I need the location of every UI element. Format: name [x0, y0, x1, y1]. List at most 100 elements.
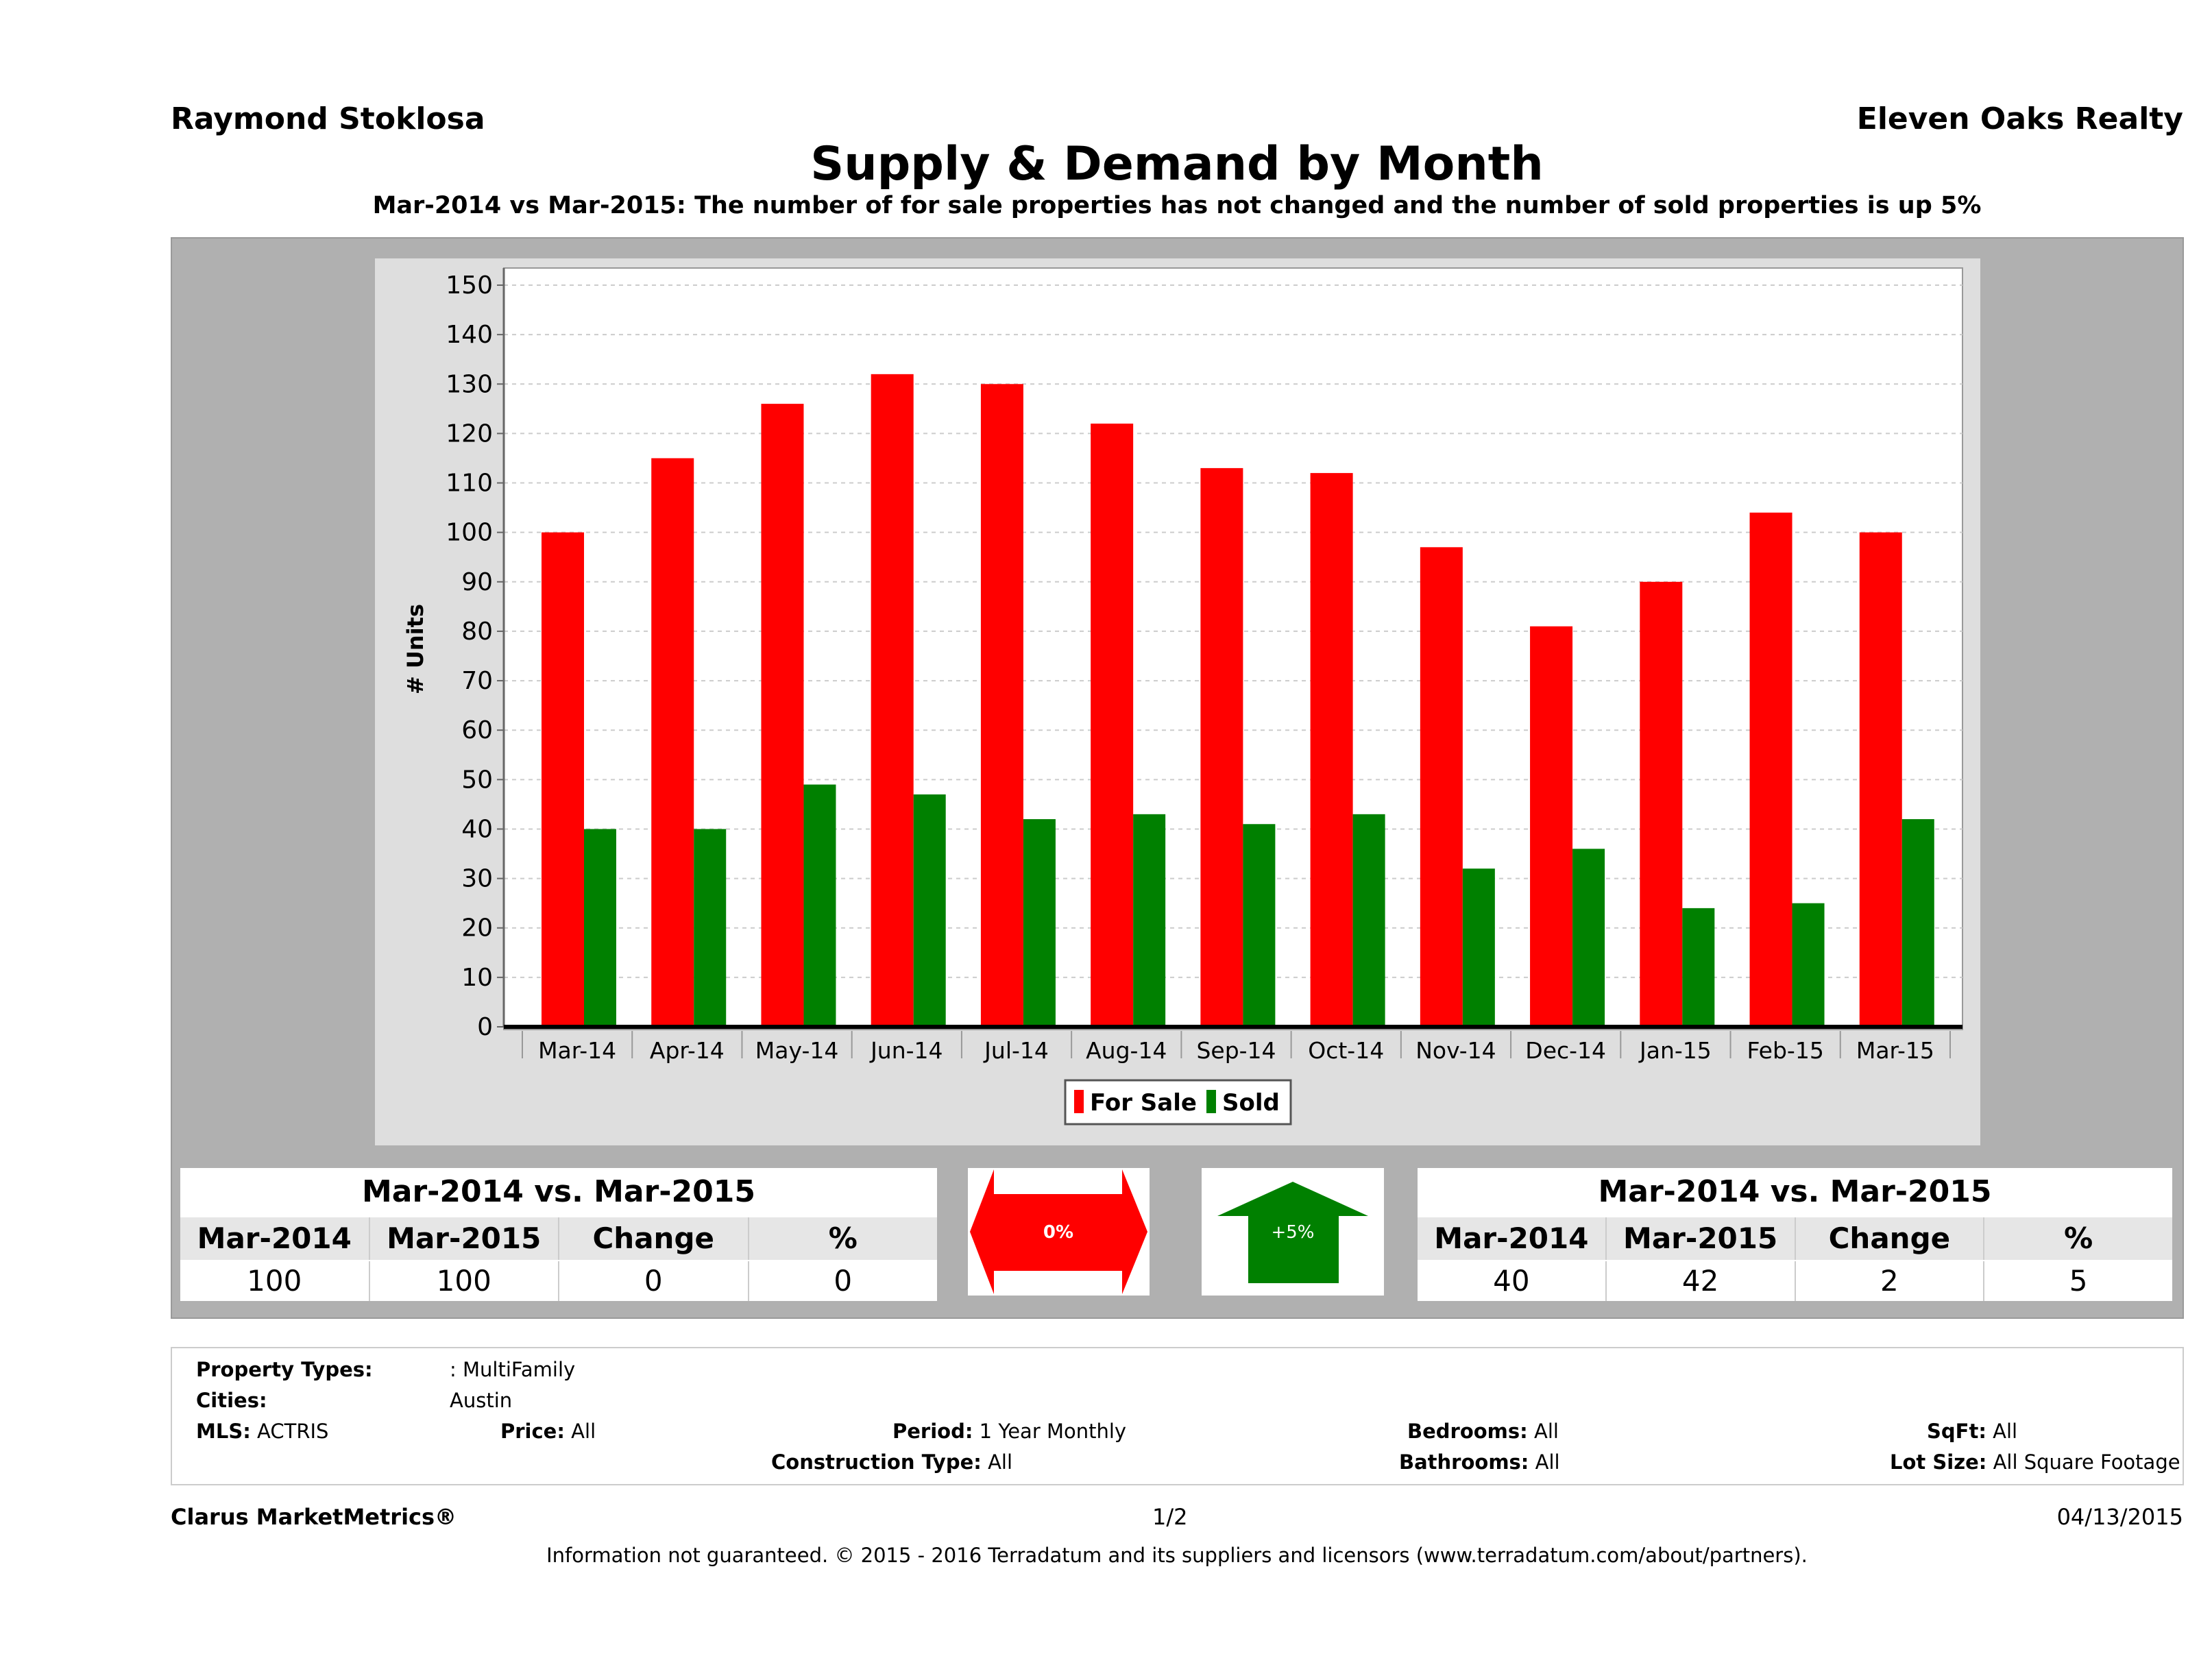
table-title: Mar-2014 vs. Mar-2015 — [361, 1174, 756, 1209]
page-number: 1/2 — [1152, 1504, 1188, 1530]
col-header: Change — [1796, 1217, 1985, 1260]
y-tick-label: 100 — [446, 519, 493, 547]
construction-label: Construction Type: — [771, 1450, 982, 1474]
brand-footer: Clarus MarketMetrics® — [171, 1504, 457, 1530]
cell: 2 — [1796, 1261, 1985, 1301]
legend: For Sale Sold — [1064, 1079, 1292, 1126]
x-tick-label: May-14 — [755, 1037, 839, 1064]
y-tick-label: 110 — [446, 470, 493, 498]
bar-for-sale — [1859, 532, 1902, 1027]
bar-for-sale — [1749, 512, 1792, 1027]
bar-for-sale — [1310, 473, 1353, 1027]
bar-sold — [1023, 819, 1056, 1027]
col-header: % — [2064, 1221, 2093, 1255]
bars — [542, 374, 1934, 1027]
y-tick-label: 0 — [477, 1013, 493, 1041]
bar-for-sale — [1640, 581, 1683, 1027]
bar-sold — [1572, 849, 1605, 1027]
bar-sold — [803, 784, 836, 1027]
lot-size-label: Lot Size: — [1890, 1450, 1987, 1474]
mls-label: MLS: — [196, 1420, 251, 1443]
sold-indicator-label: +5% — [1271, 1222, 1314, 1243]
x-tick-label: Jan-15 — [1638, 1037, 1712, 1064]
y-ticks: 0 10 20 30 40 50 60 70 80 90 100 110 120 130 140 150 — [446, 268, 505, 1041]
y-tick-label: 30 — [461, 865, 493, 893]
bedrooms-value: All — [1533, 1420, 1559, 1443]
y-tick-label: 70 — [461, 667, 493, 695]
bar-sold — [1792, 903, 1825, 1027]
cities-label: Cities: — [196, 1389, 267, 1412]
table-title: Mar-2014 vs. Mar-2015 — [1598, 1174, 1992, 1209]
page-subtitle: Mar-2014 vs Mar-2015: The number of for … — [372, 192, 1982, 219]
x-tick-label: Nov-14 — [1415, 1037, 1496, 1064]
bar-sold — [694, 829, 727, 1027]
bar-sold — [584, 829, 616, 1027]
legend-swatch-for-sale — [1074, 1090, 1084, 1113]
property-types-value: : MultiFamily — [450, 1358, 576, 1381]
mls-value: ACTRIS — [257, 1420, 329, 1443]
bar-for-sale — [871, 374, 914, 1027]
up-arrow-icon: +5% — [1217, 1182, 1368, 1283]
bar-chart: 0 10 20 30 40 50 60 70 80 90 100 110 120 130 140 150 Ma… — [402, 267, 1963, 1126]
cities-value: Austin — [450, 1389, 513, 1412]
search-criteria-box — [171, 1347, 2184, 1485]
property-types-label: Property Types: — [196, 1358, 373, 1381]
x-tick-label: Apr-14 — [650, 1037, 725, 1064]
legend-box — [1064, 1079, 1292, 1126]
report-date: 04/13/2015 — [2056, 1504, 2183, 1530]
bar-sold — [913, 794, 946, 1027]
col-header: Mar-2014 — [180, 1217, 370, 1260]
disclaimer: Information not guaranteed. © 2015 - 201… — [546, 1544, 1808, 1567]
x-tick-label: Mar-14 — [538, 1037, 616, 1064]
for-sale-indicator-label: 0% — [1043, 1222, 1073, 1243]
bathrooms-value: All — [1535, 1450, 1560, 1474]
brokerage-name: Eleven Oaks Realty — [1856, 101, 2183, 136]
y-tick-label: 130 — [446, 370, 493, 398]
bar-for-sale — [980, 384, 1023, 1027]
for-sale-indicator: 0% — [968, 1168, 1150, 1296]
cell: 100 — [370, 1261, 559, 1301]
col-header: Mar-2014 — [1418, 1217, 1607, 1260]
bar-sold — [1352, 814, 1385, 1027]
y-tick-label: 80 — [461, 618, 493, 646]
bar-for-sale — [1530, 626, 1573, 1027]
sqft-value: All — [1993, 1420, 2018, 1443]
bar-for-sale — [1420, 547, 1463, 1027]
x-tick-label: Jul-14 — [983, 1037, 1049, 1064]
bar-sold — [1243, 824, 1276, 1027]
y-axis-label: # Units — [402, 604, 428, 694]
x-tick-label: Aug-14 — [1086, 1037, 1167, 1064]
y-tick-label: 40 — [461, 815, 493, 843]
col-header: Mar-2015 — [1607, 1217, 1796, 1260]
x-tick-label: Dec-14 — [1525, 1037, 1606, 1064]
bar-for-sale — [542, 532, 584, 1027]
cell: 0 — [559, 1261, 749, 1301]
col-header: % — [828, 1221, 858, 1255]
col-header: Change — [559, 1217, 749, 1260]
bar-sold — [1462, 868, 1495, 1027]
y-tick-label: 10 — [461, 964, 493, 992]
x-tick-label: Oct-14 — [1308, 1037, 1384, 1064]
y-tick-label: 90 — [461, 568, 493, 596]
cell: 0 — [834, 1264, 853, 1298]
bar-for-sale — [651, 458, 694, 1027]
bar-sold — [1682, 908, 1715, 1027]
y-tick-label: 60 — [461, 716, 493, 744]
x-tick-label: Sep-14 — [1196, 1037, 1276, 1064]
lot-size-value: All Square Footage — [1993, 1450, 2180, 1474]
double-arrow-icon: 0% — [970, 1169, 1147, 1294]
cell: 100 — [180, 1261, 370, 1301]
cell: 5 — [2069, 1264, 2088, 1298]
period-label: Period: — [892, 1420, 973, 1443]
construction-value: All — [988, 1450, 1013, 1474]
bathrooms-label: Bathrooms: — [1399, 1450, 1529, 1474]
period-value: 1 Year Monthly — [979, 1420, 1127, 1443]
y-tick-label: 50 — [461, 766, 493, 794]
sold-summary-table: Mar-2014 vs. Mar-2015 Mar-2014 Mar-2015 Ch… — [1418, 1168, 2172, 1301]
x-tick-label: Feb-15 — [1747, 1037, 1823, 1064]
bar-for-sale — [1200, 467, 1243, 1027]
for-sale-summary-table: Mar-2014 vs. Mar-2015 Mar-2014 Mar-2015 Ch… — [180, 1168, 937, 1301]
x-tick-label: Mar-15 — [1856, 1037, 1934, 1064]
cell: 40 — [1418, 1261, 1607, 1301]
sqft-label: SqFt: — [1927, 1420, 1986, 1443]
